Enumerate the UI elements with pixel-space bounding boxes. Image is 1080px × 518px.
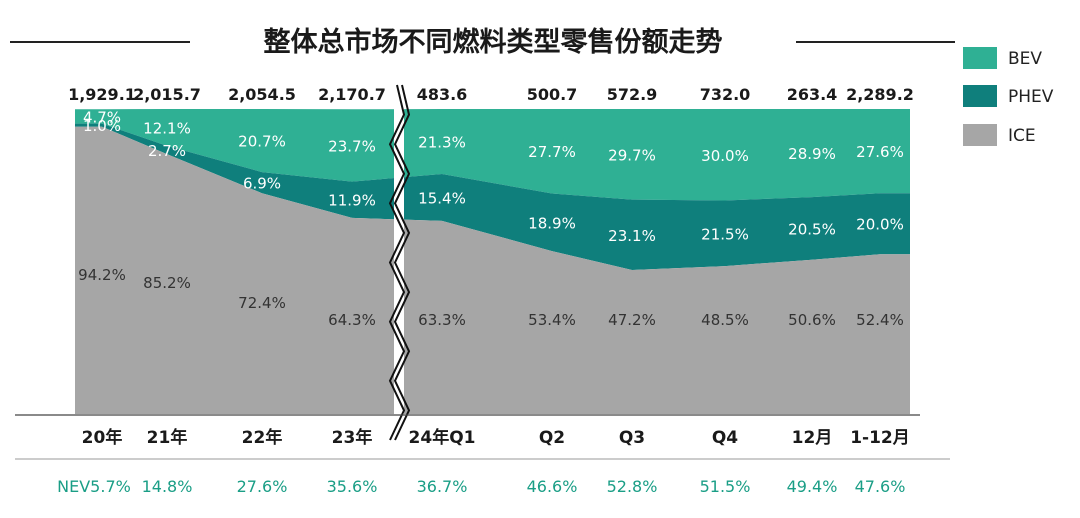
total-3: 2,170.7 <box>318 85 386 104</box>
label-phev-5: 18.9% <box>528 214 576 232</box>
label-ice-1: 85.2% <box>143 274 191 292</box>
x-tick-5: Q2 <box>539 428 565 448</box>
label-phev-9: 20.0% <box>856 216 904 234</box>
legend-label-phev: PHEV <box>1008 87 1054 107</box>
x-tick-4: 24年Q1 <box>409 427 476 448</box>
total-1: 2,015.7 <box>133 85 201 104</box>
label-ice-5: 53.4% <box>528 311 576 329</box>
nev-value-0: NEV5.7% <box>57 477 131 496</box>
area-phev <box>75 123 910 270</box>
legend-label-ice: ICE <box>1008 126 1036 146</box>
nev-value-6: 52.8% <box>607 477 658 496</box>
label-phev-2: 6.9% <box>243 175 281 193</box>
label-ice-3: 64.3% <box>328 311 376 329</box>
total-5: 500.7 <box>527 85 578 104</box>
nev-value-7: 51.5% <box>700 477 751 496</box>
x-tick-9: 1-12月 <box>850 428 910 448</box>
label-ice-2: 72.4% <box>238 294 286 312</box>
total-2: 2,054.5 <box>228 85 296 104</box>
total-7: 732.0 <box>700 85 751 104</box>
legend: BEV PHEV ICE <box>963 47 1054 146</box>
label-phev-8: 20.5% <box>788 220 836 238</box>
x-tick-3: 23年 <box>332 427 373 448</box>
area-ice <box>75 126 910 414</box>
x-tick-6: Q3 <box>619 428 645 448</box>
label-bev-0: 4.7% <box>83 109 121 127</box>
label-phev-1: 2.7% <box>148 142 186 160</box>
label-bev-7: 30.0% <box>701 147 749 165</box>
label-ice-8: 50.6% <box>788 311 836 329</box>
nev-value-2: 27.6% <box>237 477 288 496</box>
total-6: 572.9 <box>607 85 658 104</box>
area-bev <box>75 109 910 201</box>
axis-break-line-right <box>393 84 411 441</box>
label-bev-9: 27.6% <box>856 143 904 161</box>
label-phev-6: 23.1% <box>608 227 656 245</box>
label-bev-5: 27.7% <box>528 143 576 161</box>
legend-swatch-ice <box>963 124 997 146</box>
axis-break-gap <box>394 107 404 416</box>
label-ice-0: 94.2% <box>78 266 126 284</box>
label-bev-2: 20.7% <box>238 133 286 151</box>
total-4: 483.6 <box>417 85 468 104</box>
label-phev-4: 15.4% <box>418 190 466 208</box>
nev-value-8: 49.4% <box>787 477 838 496</box>
label-bev-6: 29.7% <box>608 146 656 164</box>
total-9: 2,289.2 <box>846 85 914 104</box>
x-tick-2: 22年 <box>242 427 283 448</box>
label-ice-4: 63.3% <box>418 311 466 329</box>
label-bev-3: 23.7% <box>328 137 376 155</box>
x-tick-0: 20年 <box>82 427 123 448</box>
legend-swatch-phev <box>963 85 997 107</box>
x-tick-7: Q4 <box>712 428 738 448</box>
total-8: 263.4 <box>787 85 838 104</box>
label-ice-6: 47.2% <box>608 311 656 329</box>
nev-value-5: 46.6% <box>527 477 578 496</box>
legend-label-bev: BEV <box>1008 49 1042 69</box>
nev-value-1: 14.8% <box>142 477 193 496</box>
nev-value-3: 35.6% <box>327 477 378 496</box>
legend-swatch-bev <box>963 47 997 69</box>
label-bev-8: 28.9% <box>788 145 836 163</box>
nev-value-9: 47.6% <box>855 477 906 496</box>
nev-share-row: NEV5.7% 14.8% 27.6% 35.6% 36.7% 46.6% 52.8% 51.… <box>57 477 905 496</box>
chart-title: 整体总市场不同燃料类型零售份额走势 <box>264 26 723 58</box>
x-tick-8: 12月 <box>792 428 833 448</box>
label-ice-9: 52.4% <box>856 311 904 329</box>
label-phev-3: 11.9% <box>328 192 376 210</box>
total-0: 1,929.1 <box>68 85 136 104</box>
x-tick-1: 21年 <box>147 427 188 448</box>
label-phev-0: 1.0% <box>83 117 121 135</box>
label-phev-7: 21.5% <box>701 225 749 243</box>
label-bev-1: 12.1% <box>143 120 191 138</box>
nev-value-4: 36.7% <box>417 477 468 496</box>
axis-break-line-left <box>388 84 406 441</box>
label-ice-7: 48.5% <box>701 311 749 329</box>
label-bev-4: 21.3% <box>418 134 466 152</box>
